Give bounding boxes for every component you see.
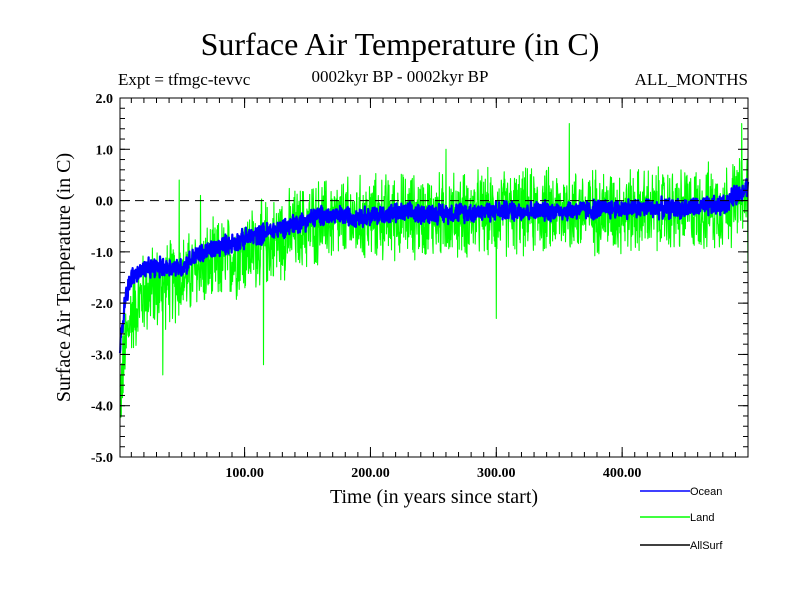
y-tick-label: -3.0 (91, 348, 113, 363)
experiment-label: Expt = tfmgc-tevvc (118, 70, 251, 89)
plot-frame (119, 97, 749, 458)
y-tick-label: -2.0 (91, 297, 113, 312)
x-tick-label: 300.00 (477, 466, 516, 481)
legend-label-land: Land (690, 512, 714, 524)
months-label: ALL_MONTHS (634, 70, 748, 89)
plot-area (118, 123, 750, 418)
chart-title: Surface Air Temperature (in C) (200, 26, 600, 62)
y-tick-label: 1.0 (96, 143, 114, 158)
y-tick-label: 0.0 (96, 195, 114, 210)
period-label: 0002kyr BP - 0002kyr BP (311, 67, 489, 86)
legend-label-ocean: Ocean (690, 486, 722, 498)
y-axis-title: Surface Air Temperature (in C) (53, 153, 75, 402)
y-tick-label: -5.0 (91, 451, 113, 466)
y-tick-label: -4.0 (91, 400, 113, 415)
x-tick-label: 100.00 (225, 466, 264, 481)
y-tick-label: -1.0 (91, 246, 113, 261)
x-axis-title: Time (in years since start) (330, 486, 538, 508)
y-tick-label: 2.0 (96, 92, 114, 107)
axes: -5.0 -4.0 -3.0 -2.0 -1.0 0.0 1.0 2.0 100.00 200.0… (53, 92, 749, 508)
legend-label-allsurf: AllSurf (690, 540, 723, 552)
series-land-line (119, 123, 749, 418)
series-ocean-line (118, 178, 750, 354)
legend: Ocean Land AllSurf (640, 486, 723, 552)
x-tick-label: 400.00 (603, 466, 642, 481)
x-tick-label: 200.00 (351, 466, 390, 481)
